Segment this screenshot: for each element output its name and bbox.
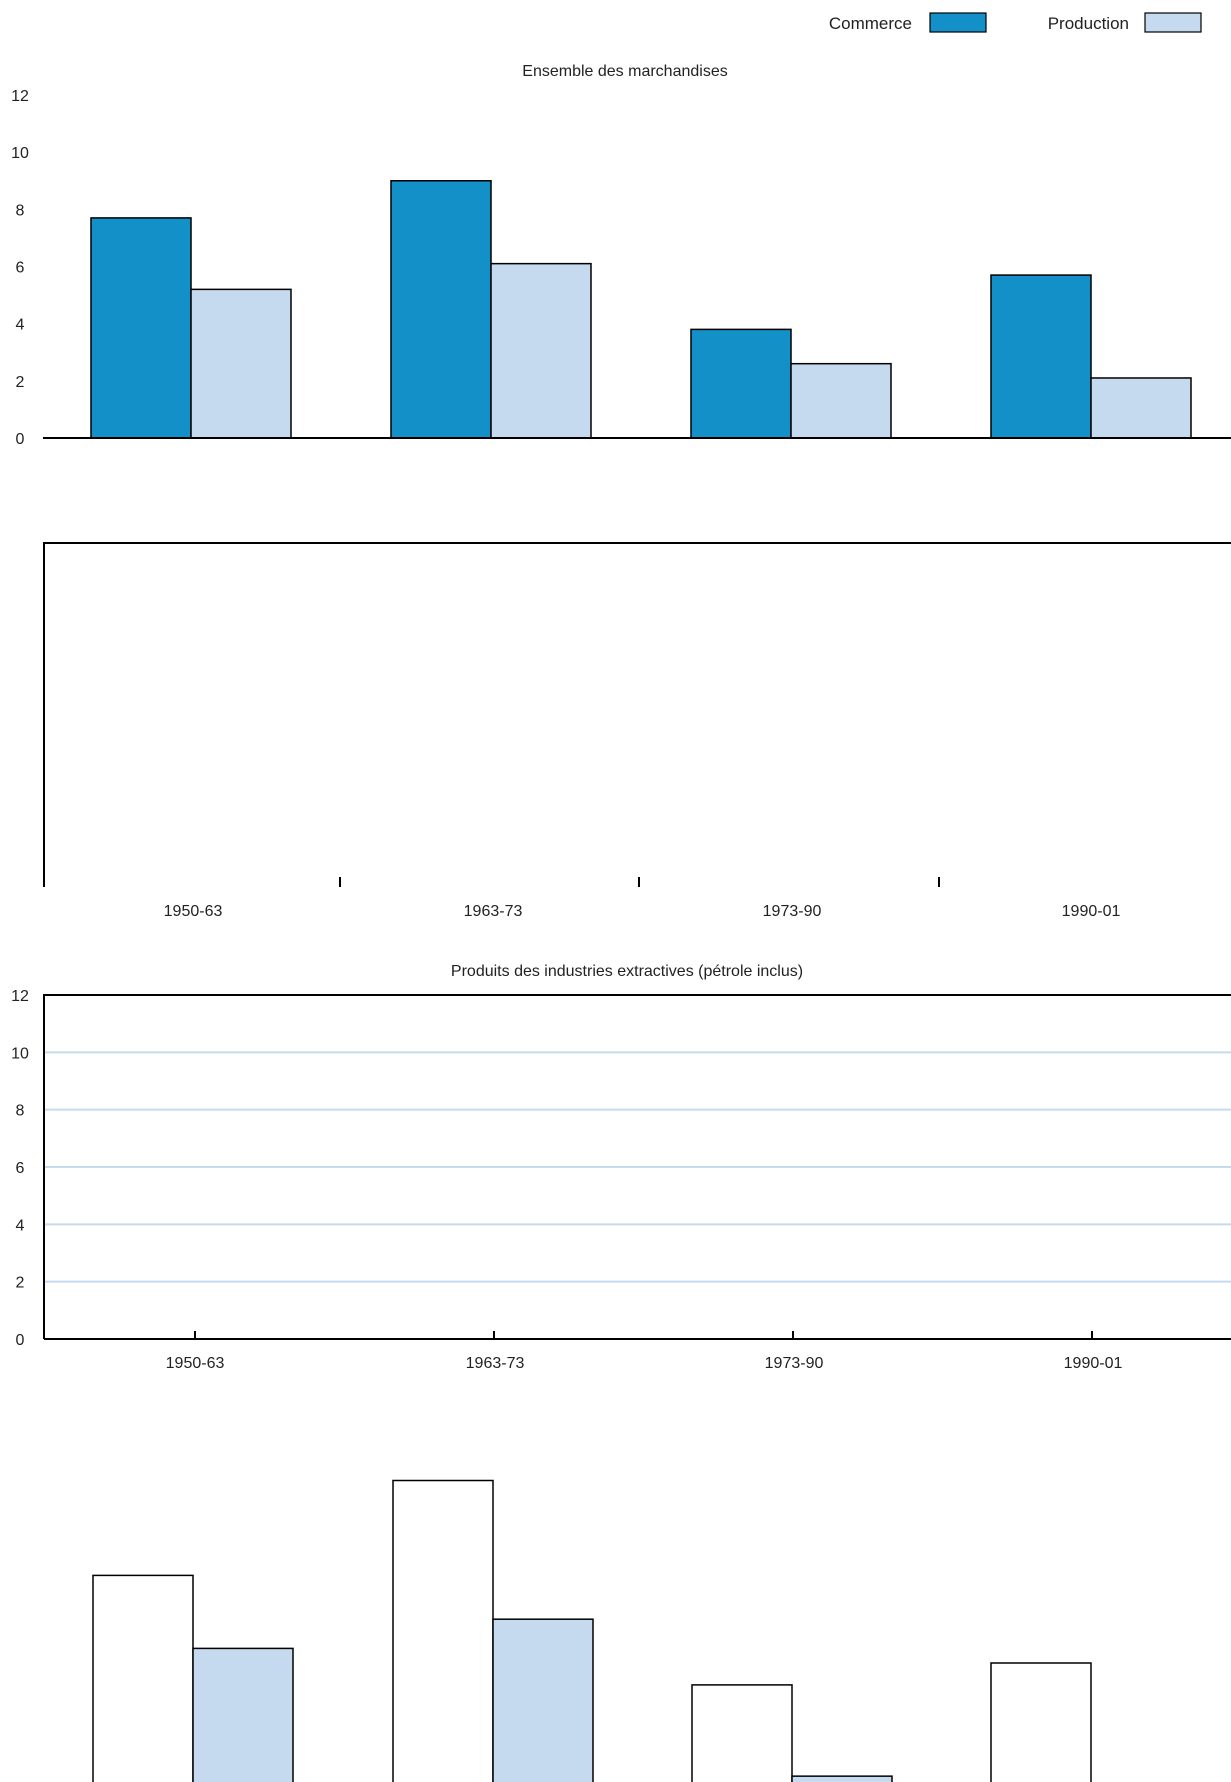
panel-3-y-tick-label: 2 — [16, 1275, 25, 1292]
panel-2-frame — [43, 542, 1231, 887]
panel-4-bar-1973-90-0 — [691, 1684, 793, 1782]
panel-3-title: Produits des industries extractives (pét… — [451, 963, 803, 980]
panel-3-y-tick-label: 12 — [11, 988, 29, 1005]
panel-4-bar-1963-73-1 — [492, 1618, 594, 1782]
panel-1: Ensemble des marchandises 0 2 4 6 8 10 12 — [11, 63, 1231, 448]
panel-3-y-tick-label: 0 — [16, 1332, 25, 1349]
legend-swatch-production — [1144, 12, 1202, 33]
legend-label-production: Production — [1048, 14, 1129, 33]
panel-3-x-label-1973-90: 1973-90 — [765, 1355, 824, 1372]
panel-3-x-label-1963-73: 1963-73 — [466, 1355, 525, 1372]
panel-2-x-ticks — [339, 877, 940, 887]
panel-1-y-tick-label: 6 — [16, 260, 25, 277]
panel-2: 1950-63 1963-73 1973-90 1990-01 — [43, 542, 1231, 920]
panel-1-y-tick-label: 0 — [16, 431, 25, 448]
panel-2-x-labels: 1950-63 1963-73 1973-90 1990-01 — [164, 903, 1121, 920]
bar-production-1963-73 — [490, 262, 592, 439]
panel-4-bar-1990-01-0 — [990, 1662, 1092, 1782]
panel-3-x-ticks — [194, 1331, 1093, 1339]
panel-3-y-tick-label: 4 — [16, 1217, 25, 1234]
panel-2-x-label-1963-73: 1963-73 — [464, 903, 523, 920]
panel-3-gridlines — [44, 1051, 1231, 1283]
panel-4-bar-1950-63-0 — [92, 1574, 194, 1782]
panel-1-y-tick-label: 2 — [16, 374, 25, 391]
panel-1-y-ticks: 0 2 4 6 8 10 12 — [11, 88, 29, 448]
panel-2-x-label-1990-01: 1990-01 — [1062, 903, 1121, 920]
panel-1-y-tick-label: 12 — [11, 88, 29, 105]
bar-production-1950-63 — [190, 288, 292, 439]
panel-1-y-tick-label: 8 — [16, 202, 25, 219]
panel-2-x-label-1973-90: 1973-90 — [763, 903, 822, 920]
panel-1-y-tick-label: 10 — [11, 145, 29, 162]
panel-1-bars — [90, 180, 1192, 439]
panel-1-title: Ensemble des marchandises — [522, 63, 727, 80]
panel-3: Produits des industries extractives (pét… — [11, 963, 1231, 1372]
panel-3-x-label-1950-63: 1950-63 — [166, 1355, 225, 1372]
bar-production-1990-01 — [1090, 377, 1192, 439]
panel-3-x-label-1990-01: 1990-01 — [1064, 1355, 1123, 1372]
panel-3-y-tick-label: 10 — [11, 1045, 29, 1062]
panel-4 — [92, 1479, 1092, 1782]
panel-1-y-tick-label: 4 — [16, 317, 25, 334]
panel-4-bars — [92, 1479, 1092, 1782]
legend: Commerce Production — [829, 12, 1202, 33]
panel-4-bar-1950-63-1 — [192, 1647, 294, 1782]
bar-commerce-1973-90 — [690, 328, 792, 439]
panel-3-y-tick-label: 8 — [16, 1103, 25, 1120]
panel-2-x-label-1950-63: 1950-63 — [164, 903, 223, 920]
panel-3-x-labels: 1950-63 1963-73 1973-90 1990-01 — [166, 1355, 1123, 1372]
legend-label-commerce: Commerce — [829, 14, 912, 33]
panel-3-y-tick-label: 6 — [16, 1160, 25, 1177]
bar-commerce-1950-63 — [90, 217, 192, 439]
panel-3-y-ticks: 0 2 4 6 8 10 12 — [11, 988, 29, 1349]
bar-commerce-1990-01 — [990, 274, 1092, 439]
panel-4-bar-1963-73-0 — [392, 1479, 494, 1782]
bar-production-1973-90 — [790, 362, 892, 439]
legend-swatch-commerce — [929, 12, 987, 33]
panel-3-frame — [43, 994, 1231, 1339]
panel-4-bar-1973-90-1 — [791, 1775, 893, 1782]
bar-commerce-1963-73 — [390, 180, 492, 439]
